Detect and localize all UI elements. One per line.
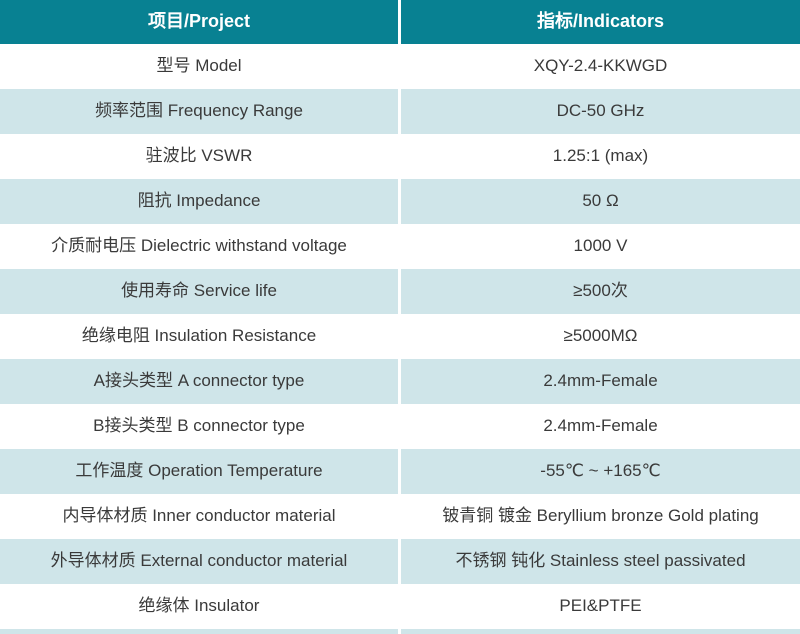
table-row: 频率范围 Frequency Range DC-50 GHz bbox=[0, 89, 800, 134]
project-cell: 频率范围 Frequency Range bbox=[0, 89, 398, 134]
project-cell: 型号 Model bbox=[0, 44, 398, 89]
indicator-cell: 1.25:1 (max) bbox=[401, 134, 800, 179]
indicator-cell: ≥5000MΩ bbox=[401, 314, 800, 359]
project-cell: A接头类型 A connector type bbox=[0, 359, 398, 404]
table-partial-row bbox=[0, 629, 800, 634]
project-cell: 内导体材质 Inner conductor material bbox=[0, 494, 398, 539]
indicator-cell: 2.4mm-Female bbox=[401, 404, 800, 449]
table-row: 阻抗 Impedance 50 Ω bbox=[0, 179, 800, 224]
table-row: 内导体材质 Inner conductor material 铍青铜 镀金 Ber… bbox=[0, 494, 800, 539]
project-cell: 介质耐电压 Dielectric withstand voltage bbox=[0, 224, 398, 269]
table-row: B接头类型 B connector type 2.4mm-Female bbox=[0, 404, 800, 449]
indicator-cell: 50 Ω bbox=[401, 179, 800, 224]
header-project: 项目/Project bbox=[0, 0, 398, 44]
project-cell: 工作温度 Operation Temperature bbox=[0, 449, 398, 494]
indicator-cell: XQY-2.4-KKWGD bbox=[401, 44, 800, 89]
indicator-cell: 2.4mm-Female bbox=[401, 359, 800, 404]
table-row: 驻波比 VSWR 1.25:1 (max) bbox=[0, 134, 800, 179]
project-cell: 阻抗 Impedance bbox=[0, 179, 398, 224]
table-row: A接头类型 A connector type 2.4mm-Female bbox=[0, 359, 800, 404]
table-row: 介质耐电压 Dielectric withstand voltage 1000 V bbox=[0, 224, 800, 269]
table-row: 绝缘体 Insulator PEI&PTFE bbox=[0, 584, 800, 629]
table-header-row: 项目/Project 指标/Indicators bbox=[0, 0, 800, 44]
indicator-cell: 不锈钢 钝化 Stainless steel passivated bbox=[401, 539, 800, 584]
table-row: 使用寿命 Service life ≥500次 bbox=[0, 269, 800, 314]
table-row: 绝缘电阻 Insulation Resistance ≥5000MΩ bbox=[0, 314, 800, 359]
project-cell: 驻波比 VSWR bbox=[0, 134, 398, 179]
partial-project-cell bbox=[0, 629, 398, 634]
table-row: 外导体材质 External conductor material 不锈钢 钝化 … bbox=[0, 539, 800, 584]
indicator-cell: 1000 V bbox=[401, 224, 800, 269]
table-body: 型号 Model XQY-2.4-KKWGD 频率范围 Frequency Rang… bbox=[0, 44, 800, 629]
header-indicators: 指标/Indicators bbox=[401, 0, 800, 44]
table-row: 工作温度 Operation Temperature -55℃ ~ +165℃ bbox=[0, 449, 800, 494]
project-cell: 绝缘体 Insulator bbox=[0, 584, 398, 629]
indicator-cell: ≥500次 bbox=[401, 269, 800, 314]
project-cell: B接头类型 B connector type bbox=[0, 404, 398, 449]
indicator-cell: -55℃ ~ +165℃ bbox=[401, 449, 800, 494]
indicator-cell: 铍青铜 镀金 Beryllium bronze Gold plating bbox=[401, 494, 800, 539]
table-row: 型号 Model XQY-2.4-KKWGD bbox=[0, 44, 800, 89]
indicator-cell: PEI&PTFE bbox=[401, 584, 800, 629]
project-cell: 外导体材质 External conductor material bbox=[0, 539, 398, 584]
project-cell: 绝缘电阻 Insulation Resistance bbox=[0, 314, 398, 359]
partial-indicator-cell bbox=[401, 629, 800, 634]
indicator-cell: DC-50 GHz bbox=[401, 89, 800, 134]
project-cell: 使用寿命 Service life bbox=[0, 269, 398, 314]
